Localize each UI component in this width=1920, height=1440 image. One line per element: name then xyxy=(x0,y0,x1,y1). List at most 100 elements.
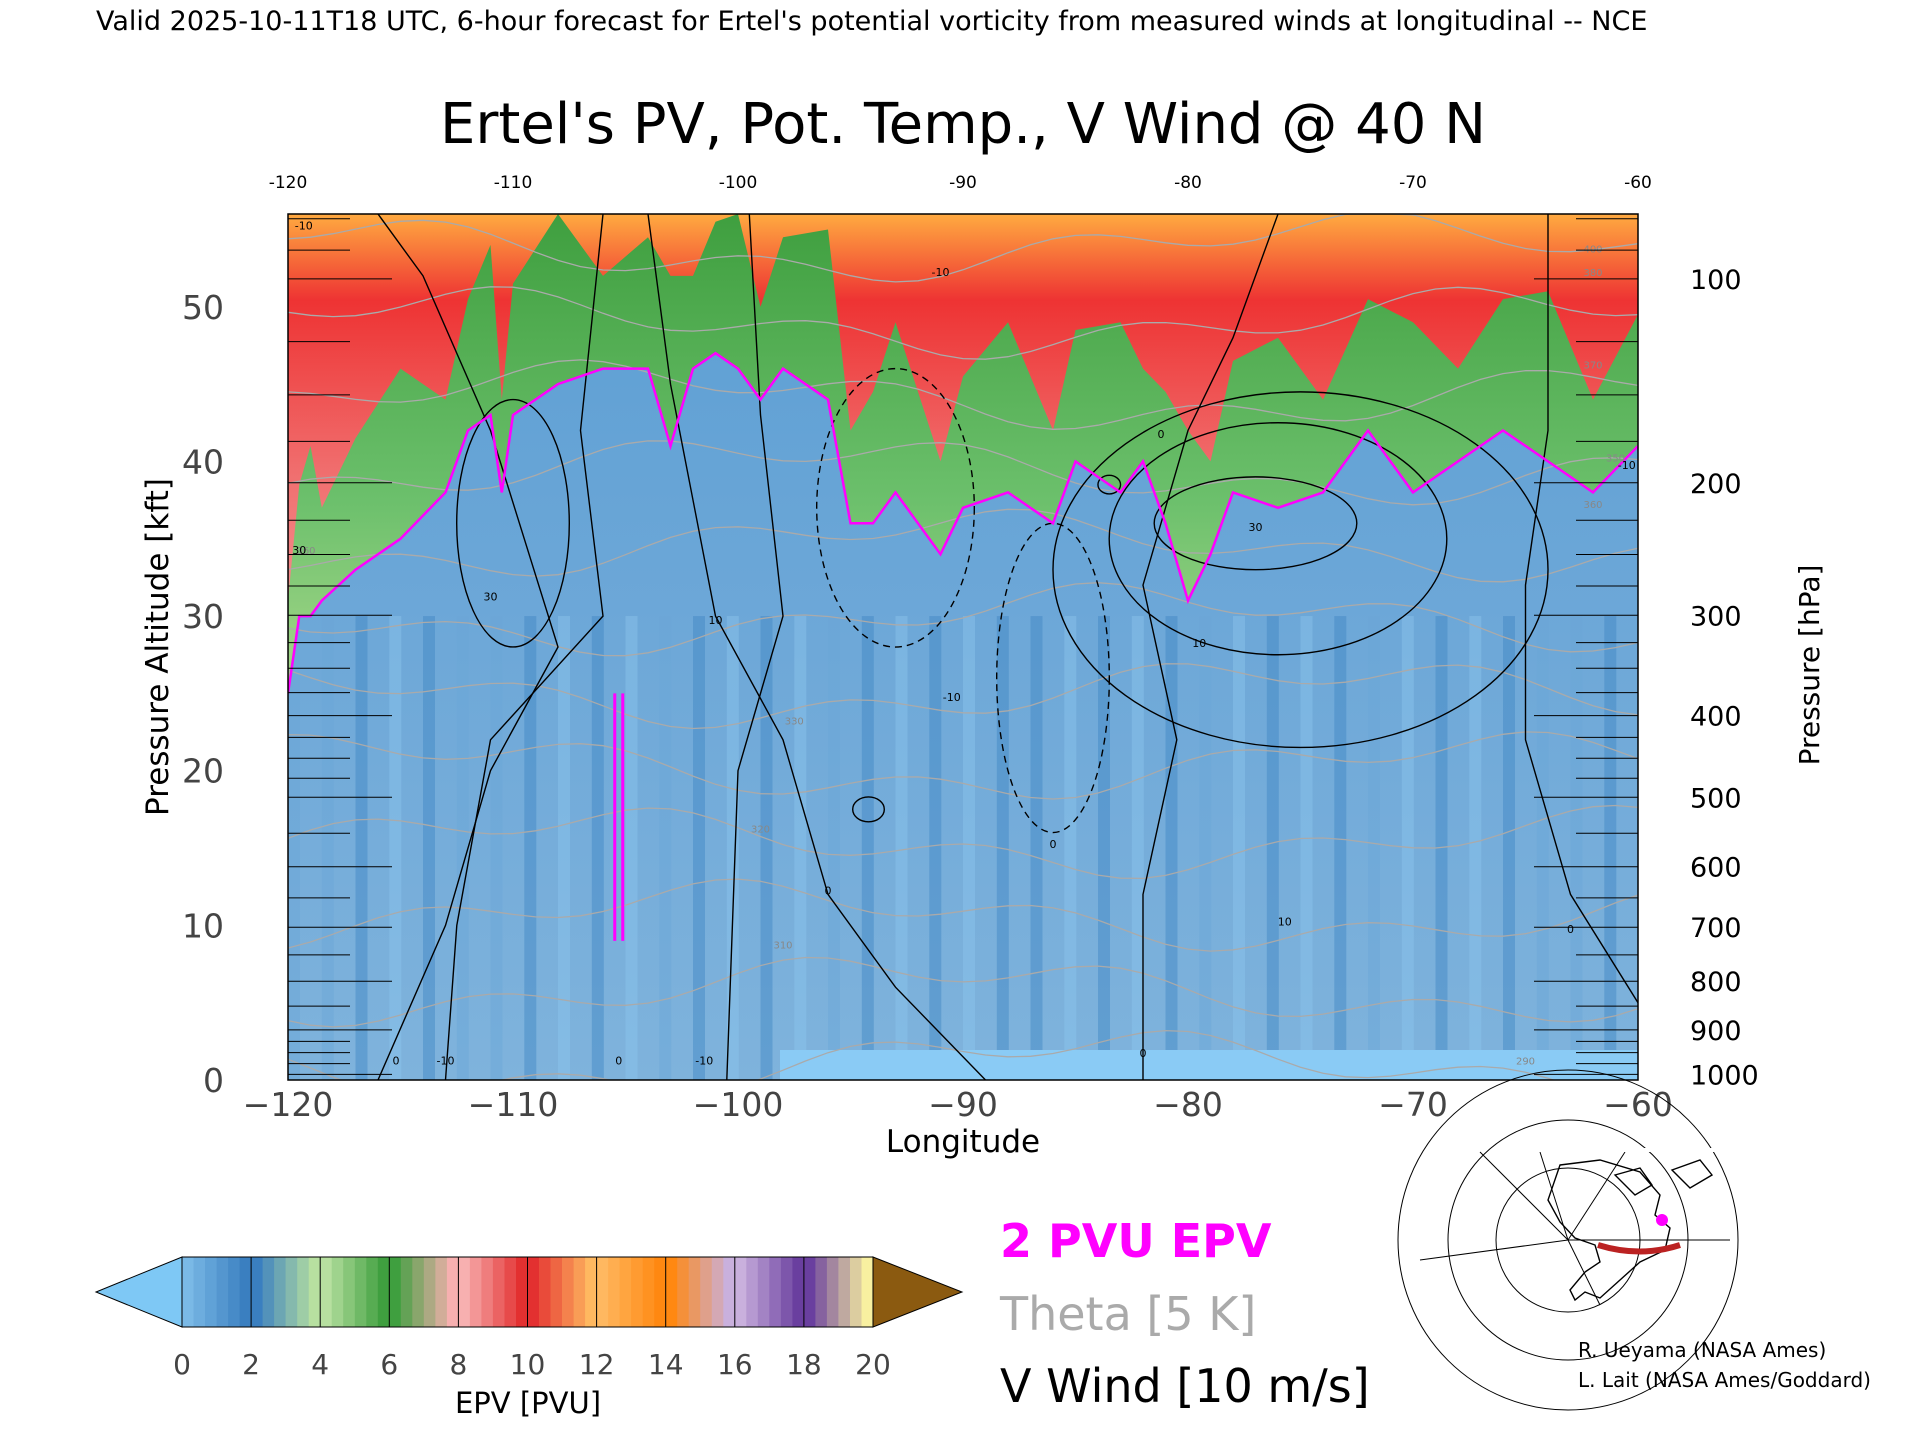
pv-texture-band xyxy=(423,616,435,1080)
valid-time-header: Valid 2025-10-11T18 UTC, 6-hour forecast… xyxy=(96,6,1647,37)
pv-texture-band xyxy=(1266,616,1279,1080)
colorbar-over-arrow xyxy=(872,1256,964,1328)
theta-contours xyxy=(288,214,1638,1080)
v-wind-contour-loop xyxy=(996,522,1111,834)
colorbar-segment xyxy=(193,1257,206,1327)
y-tick-label: 0 xyxy=(203,1061,224,1100)
colorbar-tick-label: 20 xyxy=(855,1348,891,1381)
pv-texture-band xyxy=(1469,616,1482,1080)
top-x-tick-label: -90 xyxy=(949,173,977,193)
pv-texture-band xyxy=(963,616,975,1080)
colorbar-under-arrow xyxy=(94,1256,183,1328)
v-wind-contour-loop xyxy=(1097,474,1122,495)
y-tick-label: 20 xyxy=(182,752,224,791)
colorbar-tick-label: 6 xyxy=(380,1348,398,1381)
colorbar-segment xyxy=(481,1257,494,1327)
pv-texture-band xyxy=(456,616,469,1080)
colorbar-segment xyxy=(573,1257,586,1327)
theta-contour-label: 310 xyxy=(773,941,792,952)
continent-outline xyxy=(1547,1159,1714,1302)
theta-contour-label: 290 xyxy=(1516,1057,1535,1068)
pv-texture-band xyxy=(1536,616,1549,1080)
colorbar-segment xyxy=(861,1257,874,1327)
colorbar-segment xyxy=(746,1257,759,1327)
colorbar-segment xyxy=(435,1257,448,1327)
pv-texture-band xyxy=(659,616,672,1080)
colorbar-segment xyxy=(677,1257,690,1327)
theta-contour-label: 320 xyxy=(751,825,770,836)
two-pvu-tropopause-line xyxy=(288,351,1638,694)
y2-axis-label: Pressure [hPa] xyxy=(1793,565,1826,766)
legend-epv: 2 PVU EPV xyxy=(1000,1214,1272,1268)
v-wind-contour-label: 10 xyxy=(709,614,723,627)
v-wind-contour-label: -10 xyxy=(437,1055,455,1068)
colorbar-segment xyxy=(262,1257,275,1327)
pv-texture-band xyxy=(895,616,908,1080)
colorbar-segment xyxy=(320,1257,333,1327)
colorbar-segment xyxy=(539,1257,552,1327)
theta-contour-line xyxy=(288,440,1638,506)
colorbar-segment xyxy=(527,1257,540,1327)
v-wind-contour-loop xyxy=(1108,422,1448,656)
pv-texture-band xyxy=(524,616,537,1080)
credit-line-2: L. Lait (NASA Ames/Goddard) xyxy=(1578,1368,1871,1392)
surface-low-pv-strip xyxy=(780,1050,1638,1080)
theta-contour-line xyxy=(288,582,1638,657)
pv-texture-band xyxy=(1503,616,1515,1080)
colorbar-segment xyxy=(619,1257,632,1327)
pv-texture-band xyxy=(288,616,300,1080)
pv-texture-band xyxy=(1604,616,1617,1080)
pressure-tick-label: 200 xyxy=(1690,469,1742,500)
colorbar-segment xyxy=(665,1257,678,1327)
colorbar-segment xyxy=(216,1257,229,1327)
pv-texture-band xyxy=(1165,616,1178,1080)
colorbar-segment xyxy=(780,1257,793,1327)
colorbar-segment xyxy=(423,1257,436,1327)
pv-texture-band xyxy=(1401,616,1414,1080)
colorbar-segment xyxy=(723,1257,736,1327)
pressure-tick-label: 700 xyxy=(1690,913,1742,944)
colorbar-tick-label: 4 xyxy=(311,1348,329,1381)
pv-texture-band xyxy=(355,616,368,1080)
y-tick-label: 40 xyxy=(182,442,224,481)
colorbar-segment xyxy=(562,1257,575,1327)
pressure-tick-label: 1000 xyxy=(1690,1060,1759,1091)
colorbar-tick-label: 16 xyxy=(717,1348,753,1381)
colorbar-segment xyxy=(274,1257,287,1327)
colorbar-segment xyxy=(850,1257,863,1327)
legend-theta: Theta [5 K] xyxy=(999,1287,1256,1341)
credit-line-1: R. Ueyama (NASA Ames) xyxy=(1578,1338,1826,1362)
pv-texture-band xyxy=(558,616,570,1080)
pv-texture-band xyxy=(693,616,705,1080)
two-pvu-column-line xyxy=(613,693,625,941)
v-wind-contour-label: -10 xyxy=(295,219,313,232)
v-wind-contour-label: 0 xyxy=(1140,1047,1147,1060)
colorbar-segment xyxy=(734,1257,747,1327)
colorbar-segment xyxy=(469,1257,482,1327)
colorbar-segment xyxy=(642,1257,655,1327)
colorbar-segment xyxy=(285,1257,298,1327)
colorbar-segment xyxy=(688,1257,701,1327)
theta-contour-line xyxy=(288,359,1638,430)
top-x-tick-label: -110 xyxy=(494,173,533,193)
v-wind-contour-line xyxy=(377,214,559,1080)
y-axis-label: Pressure Altitude [kft] xyxy=(140,478,176,816)
colorbar-segment xyxy=(377,1257,390,1327)
pressure-tick-marks xyxy=(288,218,1638,1075)
y-tick-label: 30 xyxy=(182,597,224,636)
pv-texture-band xyxy=(1368,616,1380,1080)
v-wind-contour-label: 0 xyxy=(1158,428,1165,441)
colorbar-label: EPV [PVU] xyxy=(455,1386,601,1420)
pv-texture-band xyxy=(828,616,840,1080)
colorbar-tick-label: 2 xyxy=(242,1348,260,1381)
colorbar-segment xyxy=(366,1257,379,1327)
top-x-tick-label: -120 xyxy=(269,173,308,193)
pv-texture-band xyxy=(591,616,604,1080)
v-wind-contours xyxy=(377,214,1638,1080)
colorbar-segment xyxy=(205,1257,218,1327)
pv-texture-band xyxy=(1199,616,1212,1080)
colorbar-segment xyxy=(700,1257,713,1327)
pv-texture-band xyxy=(1030,616,1043,1080)
